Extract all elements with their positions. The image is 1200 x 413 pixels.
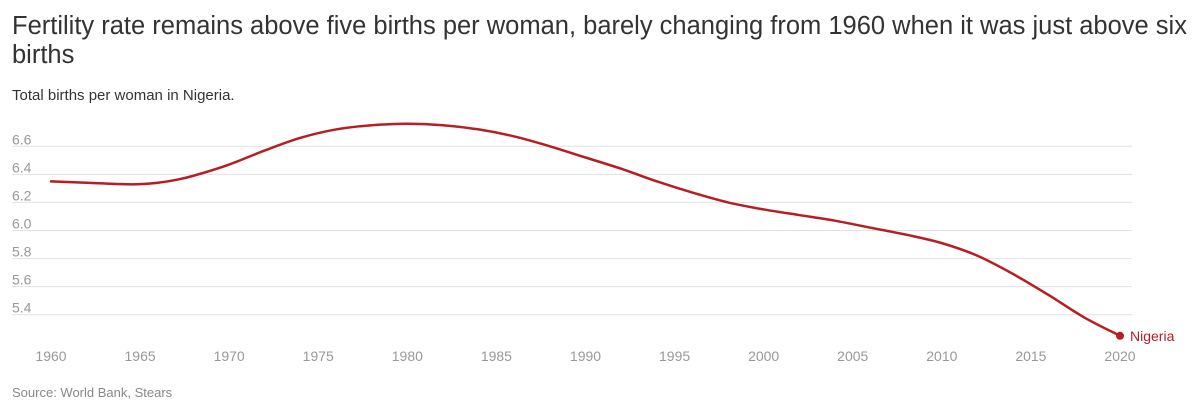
y-axis-ticks: 5.4 5.6 5.8 6.0 6.2 6.4 6.6	[12, 131, 32, 315]
x-tick-label: 1995	[659, 348, 690, 364]
x-tick-label: 2010	[926, 348, 957, 364]
y-tick-label: 5.8	[12, 244, 32, 260]
y-tick-label: 6.6	[12, 131, 32, 147]
x-tick-label: 1975	[303, 348, 334, 364]
gridlines	[12, 145, 1132, 316]
y-tick-label: 6.4	[12, 159, 32, 175]
y-tick-label: 5.6	[12, 272, 32, 288]
y-tick-label: 6.2	[12, 187, 32, 203]
series-line-nigeria	[49, 122, 1122, 338]
series-end-point	[1116, 331, 1124, 340]
y-tick-label: 6.0	[12, 216, 32, 232]
chart-title: Fertility rate remains above five births…	[12, 12, 1187, 69]
x-tick-label: 1970	[214, 348, 245, 364]
source-note: Source: World Bank, Stears	[12, 385, 173, 400]
x-tick-label: 1965	[125, 348, 156, 364]
x-tick-label: 1990	[570, 348, 601, 364]
x-tick-label: 2000	[748, 348, 779, 364]
y-tick-label: 5.4	[12, 300, 32, 316]
x-axis-ticks: 1960 1965 1970 1975 1980 1985 1990 1995 2000 2005…	[35, 348, 1135, 364]
x-tick-label: 1980	[392, 348, 423, 364]
chart-subtitle: Total births per woman in Nigeria.	[12, 87, 235, 104]
x-tick-label: 2015	[1015, 348, 1046, 364]
series-lines: Nigeria	[49, 122, 1175, 344]
x-tick-label: 1985	[481, 348, 512, 364]
x-tick-label: 1960	[35, 348, 66, 364]
x-tick-label: 2005	[837, 348, 868, 364]
x-tick-label: 2020	[1104, 348, 1135, 364]
series-label: Nigeria	[1130, 328, 1175, 344]
